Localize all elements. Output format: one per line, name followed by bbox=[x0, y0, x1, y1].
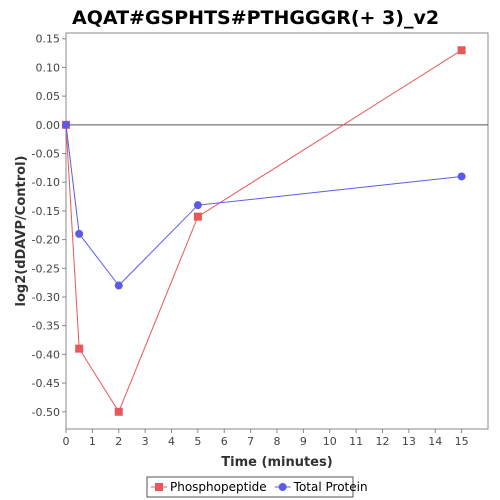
y-tick-label: 0.15 bbox=[36, 33, 61, 46]
y-tick-label: -0.50 bbox=[32, 406, 60, 419]
data-point-phosphopeptide bbox=[457, 46, 466, 55]
x-axis-label: Time (minutes) bbox=[221, 455, 332, 470]
y-tick-label: 0.05 bbox=[36, 90, 61, 103]
legend-label-phosphopeptide: Phosphopeptide bbox=[170, 480, 267, 494]
y-tick-label: -0.20 bbox=[32, 234, 60, 247]
x-tick-label: 8 bbox=[274, 435, 281, 448]
series-layer bbox=[62, 46, 466, 416]
x-tick-label: 10 bbox=[323, 435, 337, 448]
plot-area bbox=[65, 32, 489, 430]
y-tick-label: -0.10 bbox=[32, 176, 60, 189]
y-tick-label: 0.10 bbox=[36, 61, 61, 74]
x-tick-label: 4 bbox=[168, 435, 175, 448]
legend-item-phosphopeptide: Phosphopeptide bbox=[151, 480, 267, 494]
x-tick-label: 9 bbox=[300, 435, 307, 448]
data-point-phosphopeptide bbox=[193, 212, 202, 221]
x-tick-label: 3 bbox=[142, 435, 149, 448]
x-tick-label: 11 bbox=[349, 435, 363, 448]
y-tick-label: -0.35 bbox=[32, 320, 60, 333]
legend-item-total-protein: Total Protein bbox=[274, 480, 368, 494]
x-axis: 0 1 2 3 4 5 6 7 8 9 10 11 12 13 14 15 bbox=[63, 429, 469, 448]
y-axis: 0.15 0.10 0.05 0.00 -0.05 -0.10 -0.15 -0.20 -0.2… bbox=[32, 33, 66, 419]
data-point-phosphopeptide bbox=[114, 407, 123, 416]
data-point-total-protein bbox=[75, 229, 84, 238]
x-tick-label: 13 bbox=[402, 435, 416, 448]
x-tick-label: 1 bbox=[89, 435, 96, 448]
data-point-phosphopeptide bbox=[75, 344, 84, 353]
x-tick-label: 14 bbox=[428, 435, 442, 448]
y-tick-label: 0.00 bbox=[36, 119, 61, 132]
y-tick-label: -0.45 bbox=[32, 377, 60, 390]
legend: Phosphopeptide Total Protein bbox=[146, 476, 368, 498]
legend-box bbox=[146, 476, 354, 498]
data-point-total-protein bbox=[62, 120, 70, 129]
x-tick-label: 7 bbox=[247, 435, 254, 448]
legend-marker-phosphopeptide bbox=[155, 483, 163, 491]
y-tick-label: -0.30 bbox=[32, 291, 60, 304]
x-tick-label: 6 bbox=[221, 435, 228, 448]
y-axis-label: log2(dDAVP/Control) bbox=[14, 156, 29, 307]
x-tick-label: 2 bbox=[115, 435, 122, 448]
y-tick-label: -0.15 bbox=[32, 205, 60, 218]
x-tick-label: 5 bbox=[194, 435, 201, 448]
y-tick-label: -0.25 bbox=[32, 262, 60, 275]
data-point-total-protein bbox=[457, 172, 466, 181]
chart-title: AQAT#GSPHTS#PTHGGGR(+ 3)_v2 bbox=[72, 7, 439, 29]
legend-marker-total-protein bbox=[278, 483, 287, 491]
y-tick-label: -0.05 bbox=[32, 148, 60, 161]
x-tick-label: 0 bbox=[63, 435, 70, 448]
x-tick-label: 15 bbox=[455, 435, 469, 448]
x-tick-label: 12 bbox=[376, 435, 390, 448]
data-point-total-protein bbox=[114, 281, 123, 290]
legend-label-total-protein: Total Protein bbox=[293, 480, 368, 494]
data-point-total-protein bbox=[193, 201, 202, 210]
y-tick-label: -0.40 bbox=[32, 348, 60, 361]
